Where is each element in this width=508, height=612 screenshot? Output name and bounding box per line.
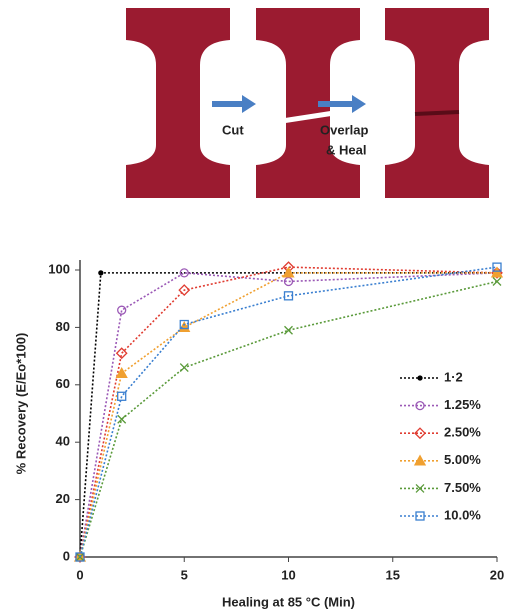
- y-tick-label: 80: [56, 319, 70, 334]
- diagram-label: Overlap: [320, 122, 368, 137]
- x-tick-label: 15: [386, 567, 400, 582]
- x-tick-label: 0: [76, 567, 83, 582]
- legend-label: 7.50%: [444, 480, 481, 495]
- healed-seam: [415, 112, 459, 114]
- specimen-healed: [385, 8, 489, 198]
- x-tick-label: 5: [181, 567, 188, 582]
- series-line: [80, 267, 497, 557]
- x-tick-label: 10: [281, 567, 295, 582]
- marker: [99, 271, 103, 275]
- x-tick-label: 20: [490, 567, 504, 582]
- marker: [418, 376, 422, 380]
- series-line: [80, 273, 497, 557]
- diagram-label: Cut: [222, 122, 244, 137]
- legend-label: 5.00%: [444, 452, 481, 467]
- chart: 0 20 40 60 80 100 0 5 10 15 20 Healing at 85 °C (Mi…: [13, 260, 504, 609]
- arrow-cut: [212, 95, 256, 113]
- y-tick-label: 20: [56, 491, 70, 506]
- marker: [118, 415, 126, 423]
- y-tick-label: 100: [48, 261, 70, 276]
- legend-label: 10.0%: [444, 507, 481, 522]
- y-tick-label: 0: [63, 548, 70, 563]
- figure: Cut Overlap & Heal 0 20 40 60 80 100 0 5 10 15 20 H…: [0, 0, 508, 612]
- series-line: [80, 281, 497, 557]
- x-axis-label: Healing at 85 °C (Min): [222, 594, 355, 609]
- legend-label: 1·2: [444, 369, 463, 384]
- specimen-diagram: Cut Overlap & Heal: [126, 8, 489, 198]
- series-line: [80, 267, 497, 557]
- legend-label: 1.25%: [444, 397, 481, 412]
- y-tick-label: 60: [56, 376, 70, 391]
- series-line: [80, 273, 497, 557]
- y-tick-label: 40: [56, 434, 70, 449]
- marker: [180, 364, 188, 372]
- marker: [285, 326, 293, 334]
- y-axis-label: % Recovery (E/Eo*100): [13, 333, 28, 475]
- diagram-label: & Heal: [326, 142, 366, 157]
- series-line: [80, 273, 497, 557]
- marker: [118, 306, 126, 314]
- legend-label: 2.50%: [444, 425, 481, 440]
